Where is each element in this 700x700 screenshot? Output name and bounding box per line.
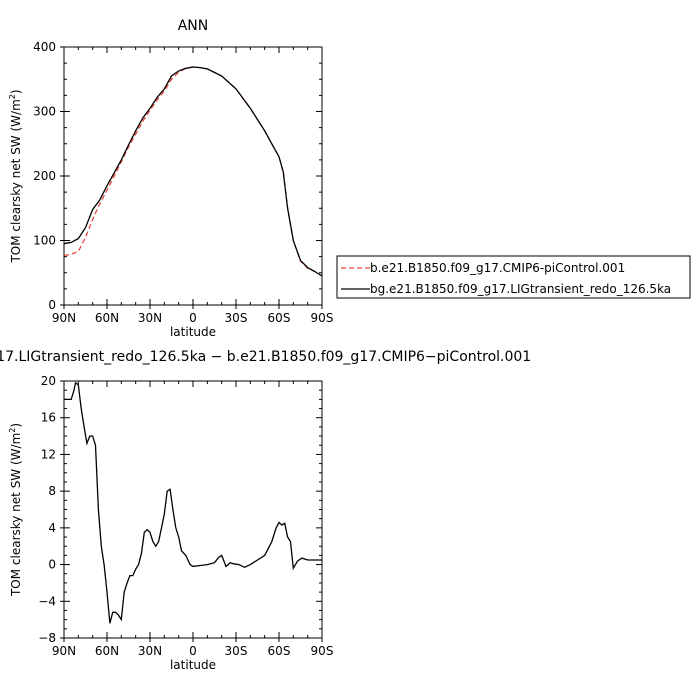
x-tick-label: 60N — [95, 311, 119, 325]
panel-top-title: ANN — [178, 18, 209, 34]
x-tick-label: 30N — [138, 311, 162, 325]
panel-bottom-frame — [63, 380, 323, 639]
x-tick-label: 60S — [268, 644, 291, 658]
series-line-0 — [64, 381, 322, 624]
y-tick-label: 300 — [33, 105, 56, 119]
x-tick-label: 90S — [311, 311, 334, 325]
x-tick-label: 0 — [189, 311, 197, 325]
x-tick-label: 60S — [268, 311, 291, 325]
y-tick-label: 100 — [33, 234, 56, 248]
x-tick-label: 90S — [311, 644, 334, 658]
legend-label-picontrol: b.e21.B1850.f09_g17.CMIP6-piControl.001 — [370, 261, 625, 275]
panel-bottom-title: bg.e21.B1850.f09_g17.LIGtransient_redo_1… — [0, 349, 531, 365]
panel-top: ANN 90N 60N 30N 0 30S 60S 90S 0 100 200 300 400 lat… — [8, 18, 333, 339]
x-tick-label: 30N — [138, 644, 162, 658]
y-tick-label: 12 — [41, 447, 56, 461]
panel-bottom-ylabel-main: TOM clearsky net SW (W/m — [9, 433, 23, 597]
panel-bottom-ylabel: TOM clearsky net SW (W/m2) — [8, 423, 23, 597]
series-line-1 — [63, 66, 323, 277]
x-tick-label: 30S — [225, 644, 248, 658]
y-tick-label: −8 — [38, 631, 56, 645]
y-tick-label: 4 — [48, 521, 56, 535]
y-tick-label: −4 — [38, 594, 56, 608]
x-tick-label: 90N — [52, 644, 76, 658]
legend-label-ligtransient: bg.e21.B1850.f09_g17.LIGtransient_redo_1… — [370, 282, 671, 296]
panel-top-ylabel-main: TOM clearsky net SW (W/m — [9, 99, 23, 263]
y-tick-label: 200 — [33, 169, 56, 183]
panel-top-ylabel: TOM clearsky net SW (W/m2) — [8, 89, 23, 263]
legend-box — [336, 255, 691, 299]
x-tick-label: 60N — [95, 644, 119, 658]
x-tick-label: 90N — [52, 311, 76, 325]
x-tick-label: 0 — [189, 644, 197, 658]
y-tick-label: 400 — [33, 40, 56, 54]
panel-bottom-ylabel-sup: 2 — [8, 428, 17, 433]
y-tick-label: 0 — [48, 558, 56, 572]
panel-top-ylabel-sup: 2 — [8, 94, 17, 99]
y-tick-label: 16 — [41, 411, 56, 425]
x-tick-label: 30S — [225, 311, 248, 325]
panel-bottom: bg.e21.B1850.f09_g17.LIGtransient_redo_1… — [0, 349, 531, 672]
panel-bottom-ylabel-end: ) — [9, 423, 23, 428]
y-tick-label: 20 — [41, 374, 56, 388]
legend: b.e21.B1850.f09_g17.CMIP6-piControl.001 … — [336, 255, 691, 299]
panel-top-xlabel: latitude — [170, 325, 216, 339]
panel-bottom-xlabel: latitude — [170, 658, 216, 672]
panel-top-ylabel-end: ) — [9, 89, 23, 94]
y-tick-label: 8 — [48, 484, 56, 498]
y-tick-label: 0 — [48, 298, 56, 312]
